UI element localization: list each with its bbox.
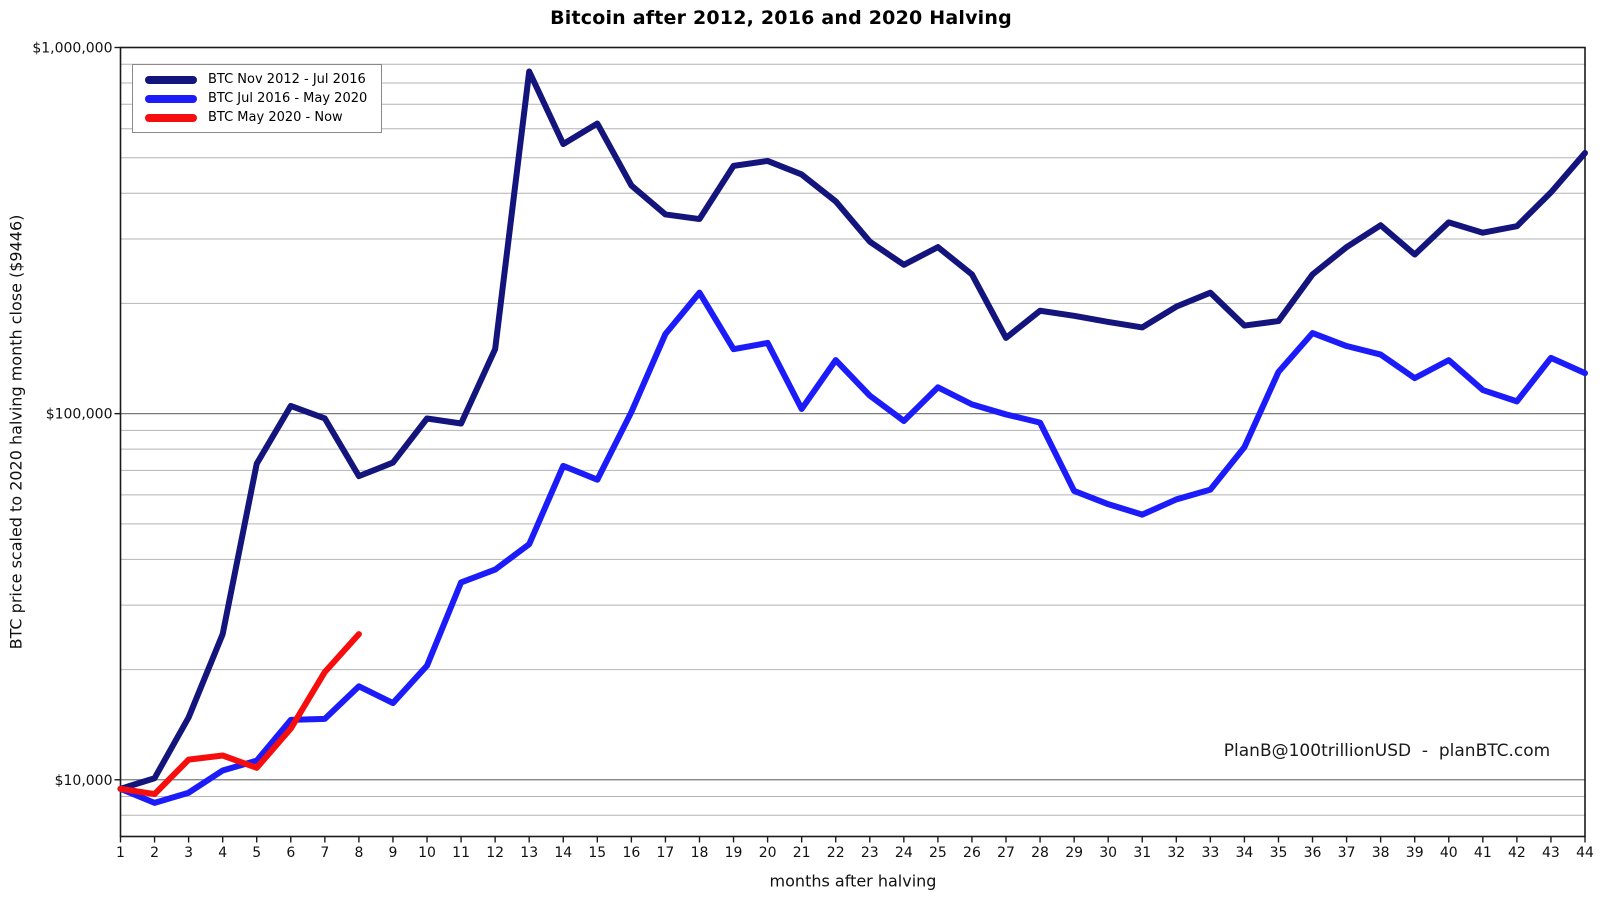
x-tick-label: 41: [1474, 845, 1492, 861]
legend-label: BTC Nov 2012 - Jul 2016: [208, 72, 366, 87]
x-tick-label: 30: [1099, 845, 1117, 861]
x-tick-label: 33: [1201, 845, 1219, 861]
x-tick-label: 38: [1372, 845, 1390, 861]
x-tick-label: 8: [354, 845, 363, 861]
x-tick-label: 39: [1406, 845, 1424, 861]
x-tick-label: 27: [997, 845, 1015, 861]
x-tick-label: 3: [184, 845, 193, 861]
x-tick-label: 14: [554, 845, 572, 861]
legend-item-2: BTC May 2020 - Now: [145, 110, 367, 125]
chart-title: Bitcoin after 2012, 2016 and 2020 Halvin…: [550, 7, 1012, 29]
legend-label: BTC May 2020 - Now: [208, 110, 343, 125]
x-tick-label: 2: [150, 845, 159, 861]
x-tick-label: 23: [861, 845, 879, 861]
x-tick-label: 1: [116, 845, 125, 861]
y-tick-label: $1,000,000: [32, 41, 112, 57]
x-tick-label: 44: [1576, 845, 1594, 861]
x-tick-label: 5: [252, 845, 261, 861]
x-tick-label: 9: [389, 845, 398, 861]
x-tick-label: 34: [1236, 845, 1254, 861]
x-tick-label: 36: [1304, 845, 1322, 861]
x-tick-label: 37: [1338, 845, 1356, 861]
legend: BTC Nov 2012 - Jul 2016 BTC Jul 2016 - Ma…: [132, 64, 383, 133]
x-tick-label: 40: [1440, 845, 1458, 861]
x-tick-label: 42: [1508, 845, 1526, 861]
x-tick-label: 43: [1542, 845, 1560, 861]
x-tick-label: 35: [1270, 845, 1288, 861]
x-tick-label: 22: [827, 845, 845, 861]
x-tick-label: 16: [622, 845, 640, 861]
series-line-2: [117, 631, 362, 798]
x-tick-label: 13: [520, 845, 538, 861]
x-tick-label: 29: [1065, 845, 1083, 861]
legend-line-swatch: [145, 75, 197, 84]
x-tick-label: 11: [452, 845, 470, 861]
x-tick-label: 24: [895, 845, 913, 861]
legend-line-swatch: [145, 113, 197, 122]
watermark-text: PlanB@100trillionUSD - planBTC.com: [1223, 741, 1551, 761]
x-tick-label: 25: [929, 845, 947, 861]
y-axis-label: BTC price scaled to 2020 halving month c…: [6, 214, 26, 650]
x-tick-label: 4: [218, 845, 227, 861]
x-tick-label: 12: [486, 845, 504, 861]
legend-label: BTC Jul 2016 - May 2020: [208, 91, 368, 106]
x-tick-label: 10: [418, 845, 436, 861]
plot-border: [119, 46, 1586, 838]
legend-line-swatch: [145, 94, 197, 103]
x-axis-label: months after halving: [769, 871, 937, 891]
x-tick-label: 7: [320, 845, 329, 861]
x-tick-label: 31: [1133, 845, 1151, 861]
x-tick-label: 28: [1031, 845, 1049, 861]
x-tick-label: 18: [691, 845, 709, 861]
series-line-0: [117, 68, 1588, 792]
y-tick-label: $10,000: [55, 773, 113, 789]
x-tick-label: 6: [286, 845, 295, 861]
x-tick-label: 32: [1167, 845, 1185, 861]
y-tick-label: $100,000: [46, 407, 113, 423]
x-tick-label: 21: [793, 845, 811, 861]
legend-item-1: BTC Jul 2016 - May 2020: [145, 91, 367, 106]
x-tick-label: 19: [725, 845, 743, 861]
series-line-1: [117, 289, 1588, 806]
x-tick-label: 26: [963, 845, 981, 861]
x-tick-label: 17: [657, 845, 675, 861]
legend-item-0: BTC Nov 2012 - Jul 2016: [145, 72, 367, 87]
x-tick-label: 20: [759, 845, 777, 861]
x-tick-label: 15: [588, 845, 606, 861]
